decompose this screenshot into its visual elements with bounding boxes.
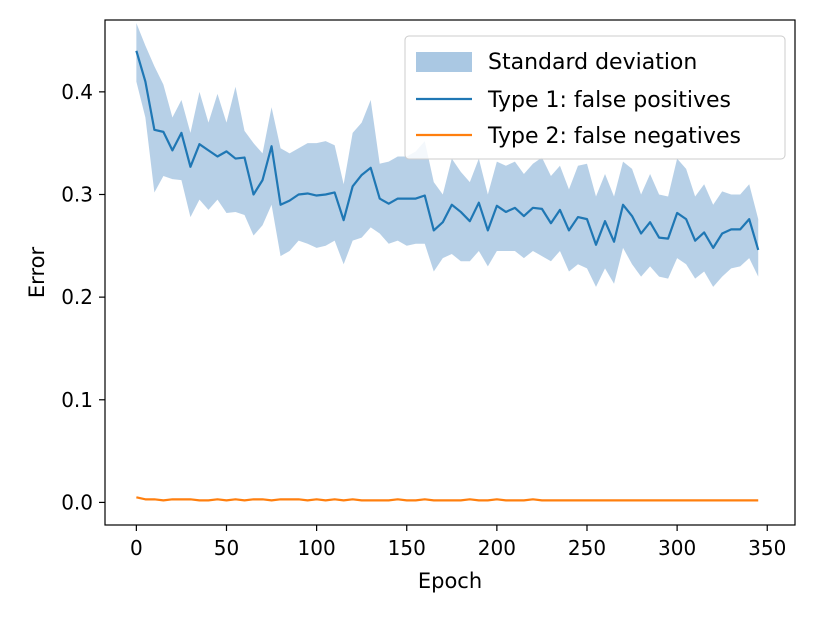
x-tick-label: 50 <box>214 536 239 560</box>
y-tick-label: 0.2 <box>61 285 93 309</box>
series-line-type-1 <box>135 50 760 251</box>
legend-swatch-standard-deviation <box>416 52 472 72</box>
x-tick-label: 250 <box>568 536 606 560</box>
x-tick-label: 0 <box>130 536 143 560</box>
y-tick-label: 0.3 <box>61 182 93 206</box>
x-tick-label: 150 <box>388 536 426 560</box>
plot-frame <box>104 19 796 526</box>
legend-box <box>404 35 786 160</box>
x-tick-label: 200 <box>478 536 516 560</box>
y-tick-label: 0.1 <box>61 388 93 412</box>
std-band <box>136 23 759 287</box>
x-axis-label: Epoch <box>418 569 482 593</box>
x-tick-label: 350 <box>748 536 786 560</box>
x-tick-label: 300 <box>658 536 696 560</box>
series-layer <box>135 50 760 502</box>
x-tick-label: 100 <box>298 536 336 560</box>
std-band-layer <box>136 23 759 287</box>
legend-label-type-1: Type 1: false positives <box>487 88 731 113</box>
series-line-type-2 <box>136 496 759 502</box>
legend-label-type-2: Type 2: false negatives <box>487 124 741 149</box>
legend: Standard deviation Type 1: false positiv… <box>404 35 786 160</box>
y-tick-label: 0.0 <box>61 490 93 514</box>
y-tick-label: 0.4 <box>61 80 93 104</box>
y-axis-label: Error <box>25 247 49 299</box>
legend-label-standard-deviation: Standard deviation <box>488 50 697 75</box>
y-ticks: 0.0 0.1 0.2 0.3 0.4 <box>61 80 105 514</box>
x-ticks: 0 50 100 150 200 250 300 350 <box>130 525 786 560</box>
